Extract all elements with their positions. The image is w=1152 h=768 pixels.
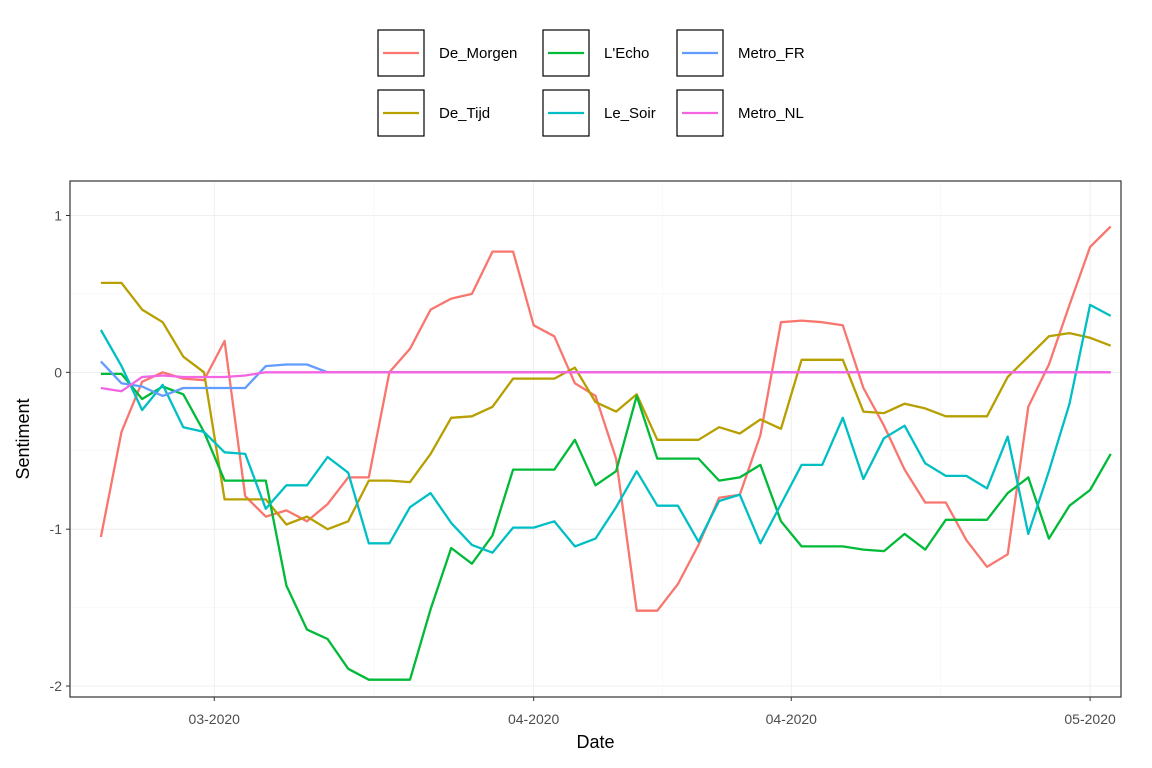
- legend: De_Morgen De_Tijd L'Echo Le_Soir Metro_FR Met…: [377, 29, 805, 137]
- x-axis-title: Date: [576, 732, 614, 752]
- y-axis-title: Sentiment: [13, 398, 33, 479]
- legend-label: De_Morgen: [439, 45, 517, 62]
- y-tick-label: 1: [54, 208, 62, 224]
- legend-item-le-soir: Le_Soir: [542, 89, 656, 137]
- y-tick-label: -2: [50, 678, 63, 694]
- legend-item-metro-nl: Metro_NL: [676, 89, 804, 137]
- legend-item-l-echo: L'Echo: [542, 29, 649, 77]
- y-tick-label: 0: [54, 364, 62, 380]
- x-tick-label: 05-2020: [1064, 711, 1116, 727]
- x-tick-label: 04-2020: [508, 711, 560, 727]
- legend-label: De_Tijd: [439, 105, 490, 122]
- panel-border: [69, 180, 1122, 698]
- legend-label: L'Echo: [604, 45, 649, 62]
- series-group: [99, 225, 1112, 681]
- series-line-le-soir: [99, 303, 1112, 554]
- y-tick-label: -1: [50, 521, 63, 537]
- y-axis: 1 0 -1 -2: [50, 208, 70, 694]
- legend-label: Metro_FR: [738, 45, 805, 62]
- series-line-l-echo: [100, 372, 1112, 681]
- legend-item-metro-fr: Metro_FR: [676, 29, 805, 77]
- series-line-metro-nl: [100, 371, 1111, 393]
- x-axis: 03-2020 04-2020 04-2020 05-2020: [189, 697, 1116, 727]
- series-line-de-morgen: [99, 225, 1112, 612]
- legend-item-de-tijd: De_Tijd: [377, 89, 490, 137]
- x-tick-label: 04-2020: [766, 711, 818, 727]
- legend-item-de-morgen: De_Morgen: [377, 29, 517, 77]
- x-tick-label: 03-2020: [189, 711, 241, 727]
- plot-panel: [69, 180, 1122, 698]
- legend-label: Metro_NL: [738, 105, 804, 122]
- legend-label: Le_Soir: [604, 105, 656, 122]
